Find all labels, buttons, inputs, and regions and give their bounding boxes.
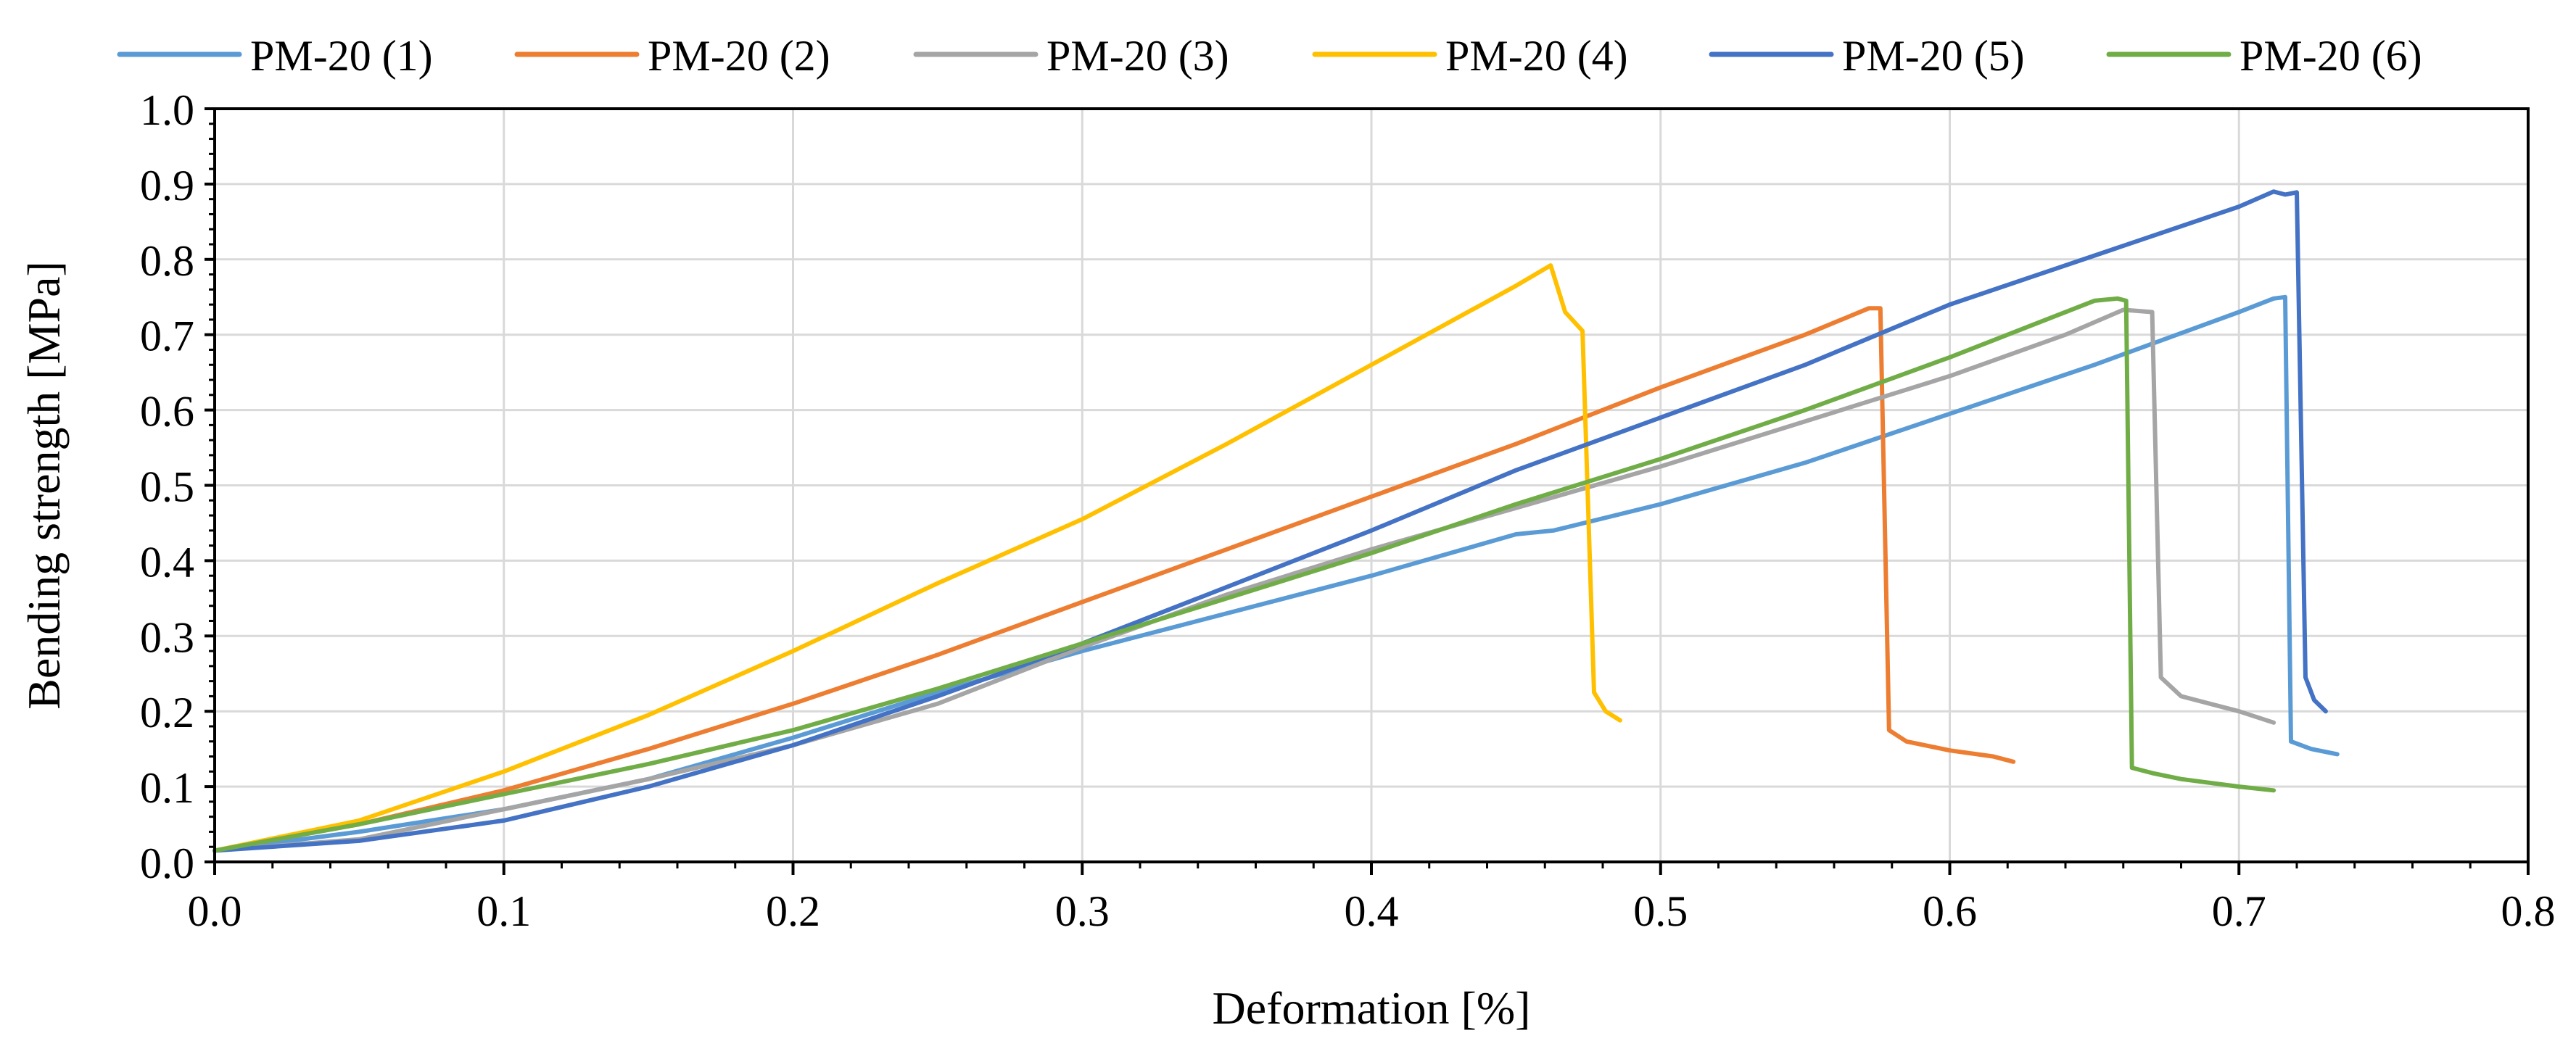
series-lines: [212, 189, 2340, 853]
y-tick-label: 0.7: [140, 312, 194, 360]
x-tick-label: 0.6: [1923, 887, 1977, 935]
y-tick-label: 0.2: [140, 689, 194, 737]
x-tick-label: 0.2: [766, 887, 820, 935]
legend: PM-20 (1) PM-20 (2) PM-20 (3) PM-20 (4) PM-2…: [117, 32, 2422, 80]
y-tick-label: 0.0: [140, 839, 194, 887]
x-tick-labels: 0.0 0.1 0.2 0.3 0.4 0.5 0.6 0.7 0.8: [188, 887, 2556, 935]
legend-label-5: PM-20 (5): [1842, 32, 2025, 80]
x-axis-label: Deformation [%]: [1213, 982, 1531, 1034]
y-tick-label: 1.0: [140, 86, 194, 134]
x-tick-label: 0.3: [1055, 887, 1110, 935]
legend-label-4: PM-20 (4): [1445, 32, 1628, 80]
x-tick-label: 0.8: [2501, 887, 2556, 935]
series-line-4: [212, 263, 1622, 853]
series-line-1: [212, 294, 2340, 853]
y-tick-labels: 0.0 0.1 0.2 0.3 0.4 0.5 0.6 0.7 0.8 0.9 1.0: [140, 86, 194, 887]
x-tick-label: 0.4: [1345, 887, 1399, 935]
y-tick-label: 0.8: [140, 237, 194, 285]
y-axis-label: Bending strength [MPa]: [18, 261, 70, 710]
y-tick-label: 0.1: [140, 764, 194, 812]
y-tick-label: 0.6: [140, 388, 194, 436]
y-tick-label: 0.4: [140, 538, 194, 586]
legend-label-2: PM-20 (2): [648, 32, 830, 80]
y-tick-label: 0.9: [140, 162, 194, 210]
legend-label-3: PM-20 (3): [1046, 32, 1229, 80]
axis-ticks: [205, 107, 2530, 875]
series-line-6: [212, 296, 2276, 853]
x-tick-label: 0.1: [476, 887, 531, 935]
x-tick-label: 0.0: [188, 887, 242, 935]
legend-label-6: PM-20 (6): [2239, 32, 2422, 80]
y-tick-label: 0.5: [140, 463, 194, 511]
legend-label-1: PM-20 (1): [250, 32, 433, 80]
x-tick-label: 0.5: [1633, 887, 1688, 935]
x-tick-label: 0.7: [2212, 887, 2266, 935]
series-line-2: [212, 306, 2016, 853]
series-line-5: [212, 189, 2328, 853]
y-tick-label: 0.3: [140, 613, 194, 661]
